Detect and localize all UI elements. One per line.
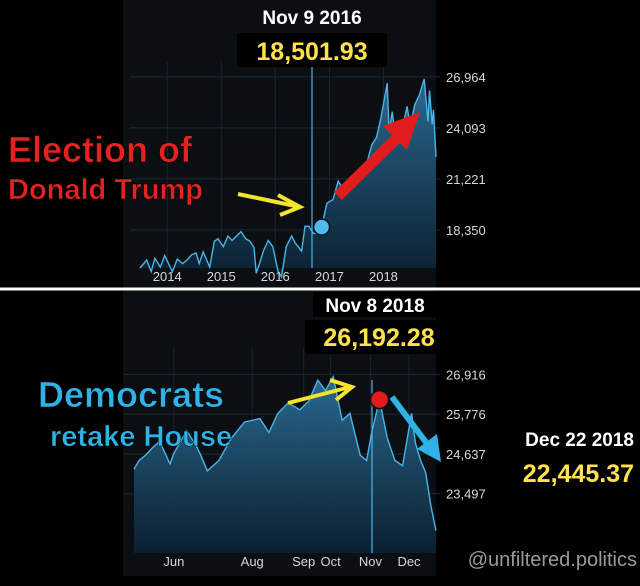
y-tick-label: 25,776 (446, 407, 486, 422)
red-trend-arrow-head (383, 112, 420, 150)
election-marker (312, 218, 331, 236)
bottom-date-box (313, 292, 437, 317)
x-tick-label: Oct (321, 554, 342, 569)
top-value: 18,501.93 (256, 38, 367, 66)
y-tick-label: 26,964 (446, 70, 486, 85)
yellow-arrow-top (237, 192, 301, 209)
series-line (133, 374, 437, 531)
top-value-box (237, 33, 387, 67)
x-tick-label: Sep (292, 554, 315, 569)
top-y-axis: 26,964 24,093 21,221 18,350 (446, 70, 486, 238)
x-tick-label: Nov (359, 554, 383, 569)
x-tick-label: 2014 (153, 269, 182, 284)
x-tick-label: 2015 (207, 269, 236, 284)
top-date-label: Nov 9 2016 (262, 8, 361, 29)
bottom-value: 26,192.28 (323, 324, 434, 352)
y-tick-label: 24,093 (446, 121, 486, 136)
house-election-marker (369, 389, 390, 410)
bottom-value-box (305, 320, 453, 354)
x-tick-label: Dec (397, 554, 421, 569)
yellow-arrow-bottom (287, 385, 351, 405)
end-value: 22,445.37 (523, 460, 634, 488)
annotation-democrats-line2: retake House (50, 421, 232, 453)
top-chart: 2014 2015 2016 2017 2018 26,964 24,093 21,221 1… (8, 0, 486, 288)
blue-decline-arrow (389, 395, 431, 447)
x-tick-label: 2017 (315, 269, 344, 284)
x-tick-label: Aug (241, 554, 264, 569)
bottom-date-label: Nov 8 2018 (325, 296, 424, 317)
annotation-democrats-line1: Democrats (38, 374, 224, 415)
bottom-chart-area (133, 374, 437, 553)
y-tick-label: 24,637 (446, 447, 486, 462)
x-tick-label: 2016 (261, 269, 290, 284)
x-tick-label: 2018 (369, 269, 398, 284)
y-tick-label: 23,497 (446, 487, 486, 502)
red-trend-arrow (334, 133, 402, 200)
annotation-election-line1: Election of (8, 129, 193, 170)
yellow-arrow-bottom-head (329, 378, 357, 402)
series-area-fill (134, 376, 436, 553)
bottom-chart: Jun Aug Sep Oct Nov Dec 26,916 25,776 24,637 23,… (38, 291, 637, 576)
y-tick-label: 18,350 (446, 223, 486, 238)
y-tick-label: 26,916 (446, 367, 486, 382)
bottom-x-axis: Jun Aug Sep Oct Nov Dec (163, 554, 421, 569)
top-x-axis: 2014 2015 2016 2017 2018 (153, 269, 398, 284)
blue-decline-arrow-head (417, 434, 441, 462)
watermark: @unfiltered.politics (468, 549, 637, 571)
series-area-fill (140, 78, 436, 277)
y-tick-label: 21,221 (446, 172, 486, 187)
yellow-arrow-top-head (277, 193, 305, 217)
top-gridlines (130, 62, 440, 268)
x-tick-label: Jun (163, 554, 184, 569)
bottom-y-axis: 26,916 25,776 24,637 23,497 (446, 367, 486, 501)
annotation-election-line2: Donald Trump (8, 174, 203, 206)
end-date-label: Dec 22 2018 (525, 430, 634, 451)
